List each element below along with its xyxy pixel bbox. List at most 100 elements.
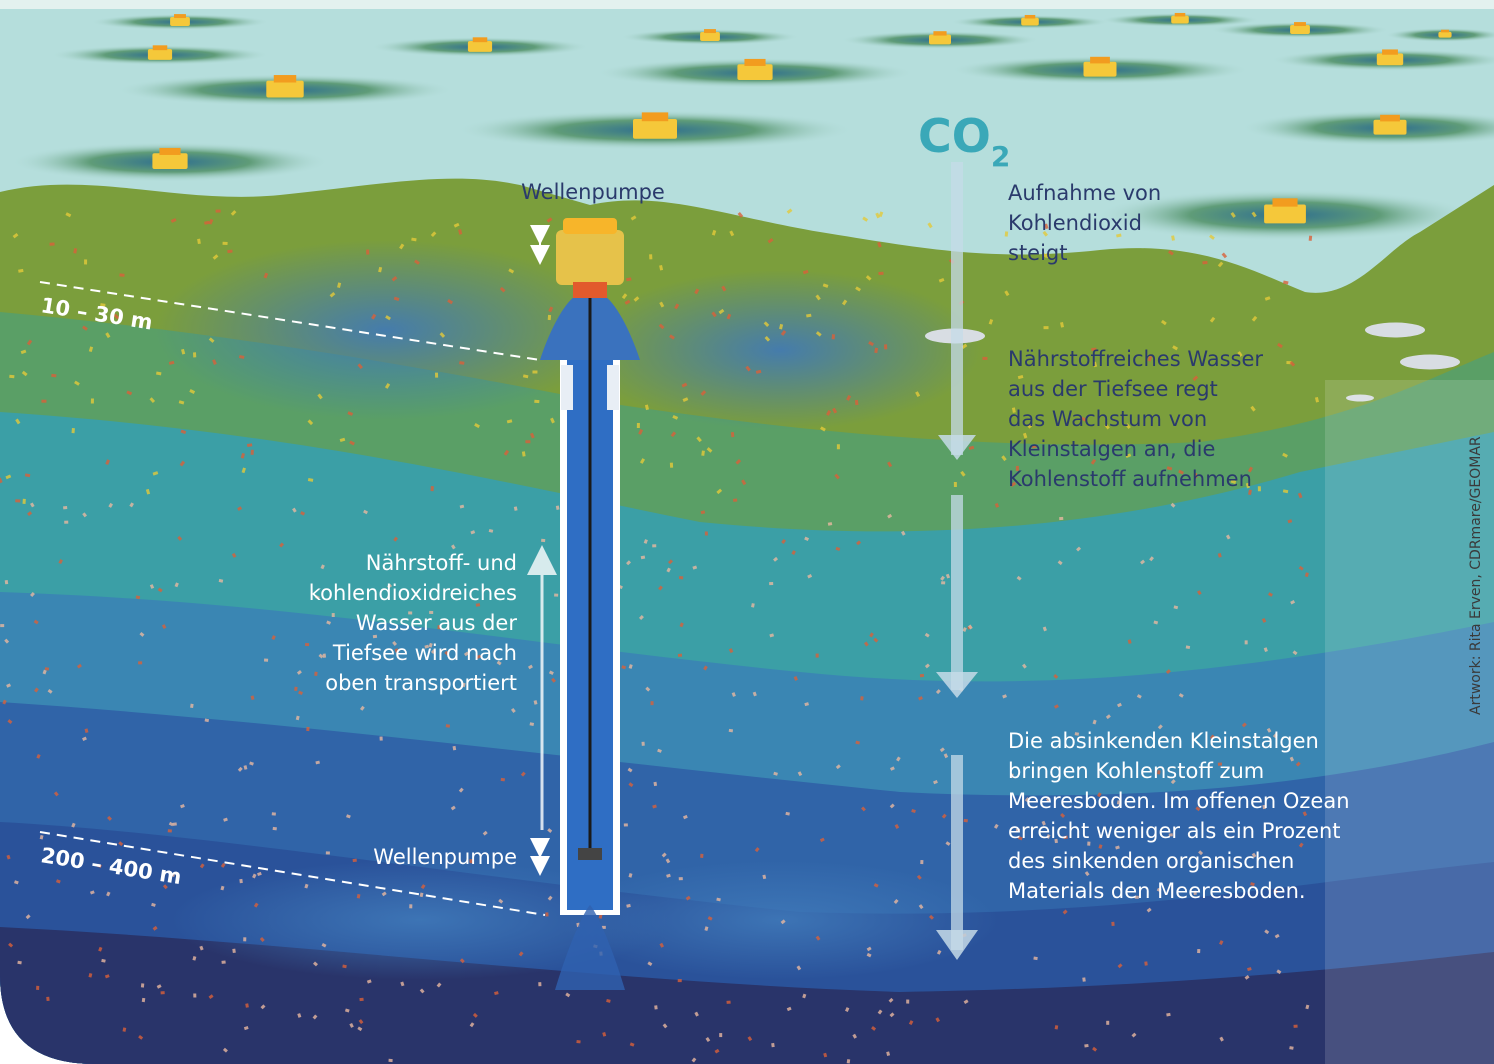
- particle: [1054, 1025, 1059, 1030]
- particle: [861, 806, 866, 812]
- buoy: [1290, 25, 1310, 34]
- particle: [706, 447, 713, 453]
- particle: [1053, 704, 1059, 709]
- buoy-top: [933, 31, 947, 36]
- particle: [781, 538, 786, 544]
- side-strip: [1325, 380, 1494, 1064]
- buoy: [1438, 31, 1452, 38]
- co2-label: CO2: [918, 109, 1010, 173]
- particle: [1057, 560, 1063, 566]
- particle: [1166, 1012, 1171, 1017]
- particle: [71, 427, 75, 434]
- particle: [357, 1026, 363, 1032]
- particle: [1045, 796, 1051, 802]
- particle: [621, 665, 627, 670]
- particle: [475, 603, 481, 607]
- particle: [1010, 481, 1017, 487]
- particle: [358, 1019, 364, 1025]
- particle: [835, 546, 841, 551]
- particle: [1289, 1046, 1294, 1050]
- particle: [541, 538, 546, 543]
- particle: [865, 275, 872, 281]
- particle: [25, 914, 31, 920]
- particle: [1305, 1004, 1310, 1010]
- particle: [167, 829, 172, 833]
- particle: [27, 511, 33, 516]
- particle: [700, 510, 706, 515]
- particle: [1277, 342, 1283, 349]
- particle: [366, 249, 370, 255]
- particle: [763, 321, 770, 328]
- particle: [1093, 361, 1098, 368]
- particle: [419, 988, 425, 994]
- credit: Artwork: Rita Erven, CDRmare/GEOMAR: [1468, 436, 1484, 715]
- particle: [450, 805, 456, 811]
- particle: [633, 296, 640, 302]
- particle: [679, 622, 684, 628]
- particle: [652, 544, 657, 548]
- particle: [119, 273, 125, 277]
- particle: [647, 961, 653, 967]
- particle: [802, 269, 809, 275]
- particle: [366, 979, 372, 984]
- particle: [773, 556, 779, 562]
- particle: [222, 241, 228, 246]
- particle: [1165, 669, 1171, 675]
- particle: [1276, 969, 1282, 975]
- particle: [452, 745, 457, 751]
- particle: [145, 488, 151, 495]
- particle: [1127, 639, 1132, 644]
- particle: [701, 450, 705, 456]
- fish: [1400, 354, 1460, 370]
- particle: [98, 946, 103, 952]
- plume: [170, 860, 670, 980]
- particle: [44, 667, 50, 671]
- particle: [704, 926, 709, 931]
- particle: [1185, 645, 1191, 650]
- particle: [243, 937, 247, 942]
- particle: [1217, 553, 1222, 558]
- particle: [34, 687, 39, 693]
- text-line: das Wachstum von: [1008, 407, 1207, 431]
- particle: [241, 467, 246, 474]
- particle: [1209, 234, 1215, 240]
- particle: [279, 542, 285, 548]
- particle: [1170, 502, 1176, 508]
- particle: [846, 1059, 851, 1064]
- particle: [521, 451, 526, 457]
- particle: [994, 503, 1000, 508]
- particle: [752, 691, 757, 697]
- particle: [391, 275, 398, 282]
- particle: [729, 230, 735, 237]
- particle: [84, 259, 88, 265]
- buoy-top: [159, 147, 181, 155]
- particle: [630, 215, 637, 221]
- sinking-text: Die absinkenden Kleinstalgen bringen Kohl…: [1008, 729, 1350, 903]
- text-blocks: Aufnahme von Kohlendioxid steigt Nährstoffr…: [309, 181, 1350, 903]
- particle: [1111, 921, 1115, 927]
- particle: [329, 291, 336, 298]
- particle: [26, 339, 33, 346]
- particle: [1295, 761, 1301, 767]
- particle: [820, 426, 826, 432]
- particle: [716, 488, 723, 495]
- particle: [650, 701, 654, 706]
- particle: [661, 852, 667, 858]
- particle: [1170, 779, 1176, 785]
- particle: [1087, 841, 1091, 846]
- text-line: Nährstoffreiches Wasser: [1008, 347, 1263, 371]
- particle: [1273, 888, 1279, 894]
- particle: [873, 637, 879, 643]
- particle: [1153, 620, 1159, 625]
- particle: [1217, 762, 1222, 766]
- particle: [363, 509, 369, 515]
- particle: [232, 948, 236, 954]
- particle: [767, 238, 774, 244]
- particle: [1015, 828, 1020, 832]
- plume: [155, 240, 615, 420]
- particle: [1251, 852, 1257, 858]
- particle: [1221, 252, 1228, 259]
- particle: [1022, 432, 1028, 439]
- particle: [139, 631, 145, 637]
- particle: [1289, 360, 1296, 367]
